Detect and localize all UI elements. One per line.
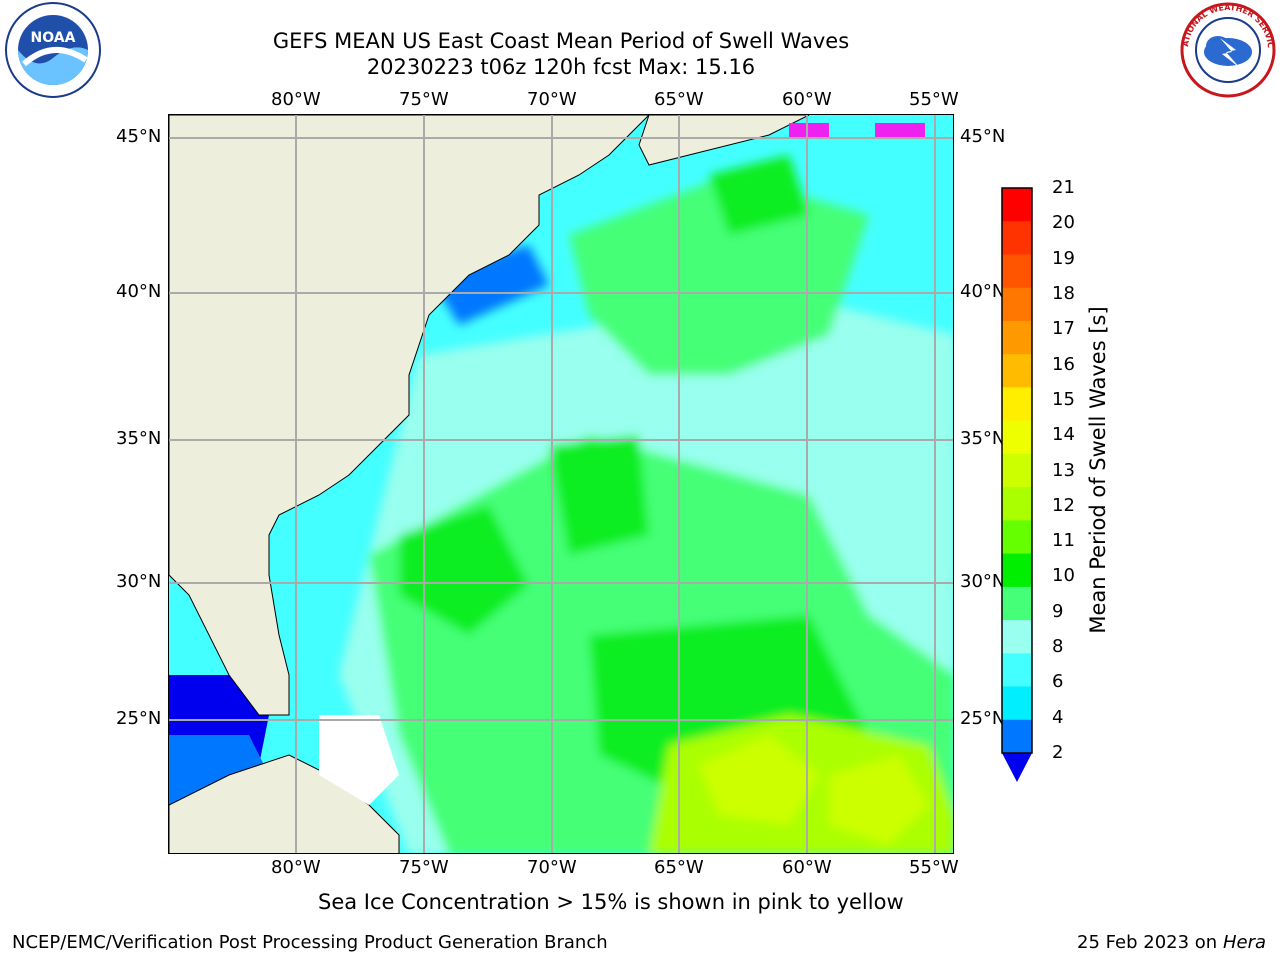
title-line-1: GEFS MEAN US East Coast Mean Period of S… bbox=[272, 29, 850, 53]
title-line-2: 20230223 t06z 120h fcst Max: 15.16 bbox=[366, 55, 756, 79]
colorbar-tick-label: 11 bbox=[1052, 530, 1075, 552]
lat-label-left: 35°N bbox=[116, 428, 162, 449]
lat-label-left: 25°N bbox=[116, 708, 162, 729]
lat-label-right: 45°N bbox=[960, 126, 1006, 147]
colorbar-tick-label: 12 bbox=[1052, 494, 1075, 516]
lat-label-right: 35°N bbox=[960, 428, 1006, 449]
colorbar-segments bbox=[1002, 188, 1032, 754]
colorbar-tick-label: 10 bbox=[1052, 565, 1075, 587]
gridlines bbox=[169, 115, 953, 853]
sea-ice-note: Sea Ice Concentration > 15% is shown in … bbox=[318, 890, 904, 914]
lat-label-right: 40°N bbox=[960, 281, 1006, 302]
colorbar-tick-label: 8 bbox=[1052, 636, 1064, 658]
noaa-text: NOAA bbox=[31, 30, 76, 46]
colorbar-segment bbox=[1002, 586, 1032, 621]
colorbar-segment bbox=[1002, 188, 1032, 222]
contour-10-11s bbox=[399, 505, 529, 635]
footer-credit: NCEP/EMC/Verification Post Processing Pr… bbox=[12, 932, 608, 953]
colorbar-tick-label: 19 bbox=[1052, 247, 1075, 269]
chart-title: GEFS MEAN US East Coast Mean Period of S… bbox=[0, 28, 1122, 80]
colorbar-axis-label: Mean Period of Swell Waves [s] bbox=[1086, 306, 1110, 634]
sea-ice-patch bbox=[789, 123, 829, 137]
colorbar-segment bbox=[1002, 287, 1032, 322]
lon-label-bottom: 70°W bbox=[527, 857, 577, 878]
colorbar-tick-label: 4 bbox=[1052, 706, 1064, 728]
lon-label-bottom: 80°W bbox=[271, 857, 321, 878]
contour-2-4s bbox=[429, 245, 549, 325]
contour-10-11s bbox=[549, 435, 649, 555]
colorbar-tick-label: 17 bbox=[1052, 318, 1075, 340]
colorbar bbox=[1001, 187, 1033, 782]
lon-label-bottom: 75°W bbox=[399, 857, 449, 878]
footer-machine-name: Hera bbox=[1222, 932, 1266, 953]
sea-ice-patch bbox=[875, 123, 925, 137]
colorbar-outline bbox=[1001, 187, 1033, 754]
lon-label-top: 55°W bbox=[909, 89, 959, 110]
land-canada bbox=[638, 115, 810, 166]
lon-label-bottom: 65°W bbox=[654, 857, 704, 878]
colorbar-segment bbox=[1002, 387, 1032, 422]
colorbar-segment bbox=[1002, 453, 1032, 488]
lon-label-top: 75°W bbox=[399, 89, 449, 110]
lon-label-bottom: 55°W bbox=[909, 857, 959, 878]
no-data-region bbox=[319, 715, 399, 805]
colorbar-extend-arrow bbox=[1002, 753, 1032, 782]
lat-label-left: 40°N bbox=[116, 281, 162, 302]
contour-12-13s bbox=[829, 755, 929, 845]
lon-label-bottom: 60°W bbox=[782, 857, 832, 878]
colorbar-segment bbox=[1002, 620, 1032, 654]
colorbar-segment bbox=[1002, 420, 1032, 455]
nws-logo: NATIONAL WEATHER SERVICE bbox=[1175, 0, 1278, 98]
lon-label-top: 60°W bbox=[782, 89, 832, 110]
noaa-logo: NOAA bbox=[2, 2, 104, 98]
lon-label-top: 80°W bbox=[271, 89, 321, 110]
colorbar-segment bbox=[1002, 354, 1032, 388]
land-us-east-coast bbox=[169, 115, 650, 716]
colorbar-tick-label: 15 bbox=[1052, 388, 1075, 410]
lon-label-top: 70°W bbox=[527, 89, 577, 110]
colorbar-tick-label: 6 bbox=[1052, 671, 1064, 693]
colorbar-tick-label: 21 bbox=[1052, 177, 1075, 198]
footer-date-text: 25 Feb 2023 on bbox=[1077, 932, 1218, 953]
colorbar-tick-label: 14 bbox=[1052, 424, 1075, 446]
colorbar-segment bbox=[1002, 221, 1032, 255]
colorbar-segment bbox=[1002, 686, 1032, 721]
lat-label-left: 30°N bbox=[116, 571, 162, 592]
colorbar-segment bbox=[1002, 520, 1032, 555]
lat-label-left: 45°N bbox=[116, 126, 162, 147]
colorbar-segment bbox=[1002, 320, 1032, 355]
map-panel bbox=[168, 114, 954, 854]
swell-period-map bbox=[169, 115, 953, 853]
colorbar-segment bbox=[1002, 719, 1032, 754]
contour-9-10s bbox=[569, 175, 869, 375]
colorbar-tick-label: 13 bbox=[1052, 459, 1075, 481]
contour-12-13s bbox=[699, 735, 819, 825]
colorbar-tick-label: 16 bbox=[1052, 353, 1075, 375]
colorbar-tick-label: 9 bbox=[1052, 600, 1064, 622]
colorbar-tick-label: 20 bbox=[1052, 212, 1075, 234]
lat-label-right: 25°N bbox=[960, 708, 1006, 729]
lat-label-right: 30°N bbox=[960, 571, 1006, 592]
colorbar-tick-label: 2 bbox=[1052, 742, 1064, 763]
colorbar-tick-label: 18 bbox=[1052, 282, 1075, 304]
contour-10-11s bbox=[709, 155, 809, 235]
colorbar-segment bbox=[1002, 487, 1032, 521]
colorbar-segment bbox=[1002, 254, 1032, 289]
lon-label-top: 65°W bbox=[654, 89, 704, 110]
footer-date: 25 Feb 2023 on Hera bbox=[1077, 932, 1266, 954]
colorbar-segment bbox=[1002, 653, 1032, 688]
colorbar-segment bbox=[1002, 553, 1032, 588]
